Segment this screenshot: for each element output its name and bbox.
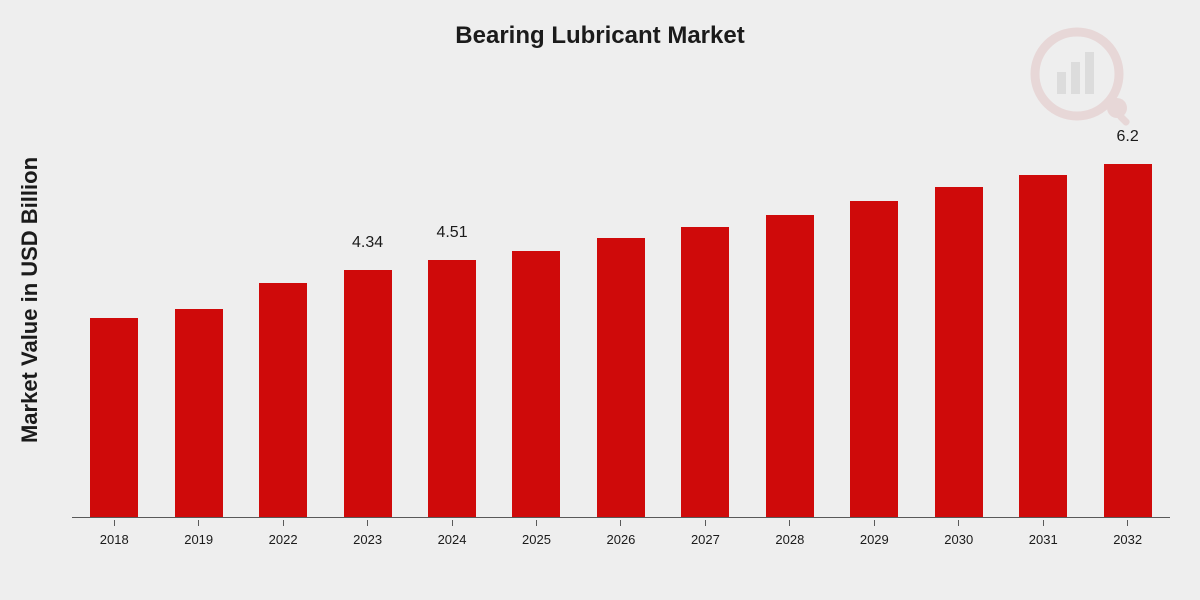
x-tick: 2028 xyxy=(775,520,804,547)
tick-mark xyxy=(620,520,621,526)
bar-column xyxy=(681,118,729,518)
x-tick: 2025 xyxy=(522,520,551,547)
bar-column xyxy=(935,118,983,518)
tick-mark xyxy=(536,520,537,526)
x-tick-label: 2025 xyxy=(522,532,551,547)
tick-mark xyxy=(452,520,453,526)
bar xyxy=(428,260,476,518)
tick-mark xyxy=(1127,520,1128,526)
x-axis-baseline xyxy=(72,517,1170,518)
bar-value-label: 4.34 xyxy=(352,234,383,252)
x-tick-label: 2022 xyxy=(269,532,298,547)
tick-mark xyxy=(789,520,790,526)
bar-column xyxy=(175,118,223,518)
bar-column: 4.51 xyxy=(428,118,476,518)
tick-mark xyxy=(367,520,368,526)
bar-column xyxy=(766,118,814,518)
bar xyxy=(512,251,560,518)
bar-value-label: 4.51 xyxy=(436,224,467,242)
tick-mark xyxy=(705,520,706,526)
chart-title: Bearing Lubricant Market xyxy=(0,22,1200,50)
x-tick-label: 2019 xyxy=(184,532,213,547)
x-tick-label: 2029 xyxy=(860,532,889,547)
x-tick-label: 2028 xyxy=(775,532,804,547)
x-tick: 2019 xyxy=(184,520,213,547)
bar-column: 4.34 xyxy=(344,118,392,518)
tick-mark xyxy=(958,520,959,526)
bar xyxy=(681,227,729,518)
x-tick: 2022 xyxy=(269,520,298,547)
bar xyxy=(766,215,814,518)
bar-column xyxy=(1019,118,1067,518)
bar xyxy=(597,238,645,518)
bars-container: 4.34 4.51 6.2 xyxy=(72,118,1170,518)
tick-mark xyxy=(198,520,199,526)
bar-column: 6.2 xyxy=(1104,118,1152,518)
bar xyxy=(935,187,983,518)
x-tick-label: 2023 xyxy=(353,532,382,547)
bar xyxy=(1104,164,1152,518)
y-axis-label: Market Value in USD Billion xyxy=(17,157,43,443)
x-tick-label: 2031 xyxy=(1029,532,1058,547)
tick-mark xyxy=(283,520,284,526)
x-tick: 2026 xyxy=(606,520,635,547)
x-tick: 2018 xyxy=(100,520,129,547)
bar xyxy=(90,318,138,518)
x-tick: 2023 xyxy=(353,520,382,547)
tick-mark xyxy=(874,520,875,526)
tick-mark xyxy=(114,520,115,526)
bar xyxy=(175,309,223,518)
bar-column xyxy=(597,118,645,518)
bar-value-label: 6.2 xyxy=(1117,128,1139,146)
x-tick: 2029 xyxy=(860,520,889,547)
x-tick: 2032 xyxy=(1113,520,1142,547)
chart-canvas: Bearing Lubricant Market Market Value in… xyxy=(0,0,1200,600)
bar xyxy=(1019,175,1067,518)
bar-column xyxy=(259,118,307,518)
x-tick-label: 2024 xyxy=(438,532,467,547)
x-tick: 2027 xyxy=(691,520,720,547)
x-tick: 2031 xyxy=(1029,520,1058,547)
x-tick: 2024 xyxy=(438,520,467,547)
bar-column xyxy=(90,118,138,518)
watermark-icon xyxy=(1025,22,1135,132)
x-tick-label: 2018 xyxy=(100,532,129,547)
plot-area: 4.34 4.51 6.2 xyxy=(72,118,1170,518)
bar xyxy=(344,270,392,518)
bar xyxy=(259,283,307,518)
x-tick: 2030 xyxy=(944,520,973,547)
bar-column xyxy=(512,118,560,518)
tick-mark xyxy=(1043,520,1044,526)
x-tick-label: 2030 xyxy=(944,532,973,547)
x-tick-label: 2026 xyxy=(606,532,635,547)
bar xyxy=(850,201,898,518)
x-tick-label: 2032 xyxy=(1113,532,1142,547)
x-tick-label: 2027 xyxy=(691,532,720,547)
x-axis-labels: 2018 2019 2022 2023 2024 2025 2026 2027 2028 2029… xyxy=(72,520,1170,547)
bar-column xyxy=(850,118,898,518)
